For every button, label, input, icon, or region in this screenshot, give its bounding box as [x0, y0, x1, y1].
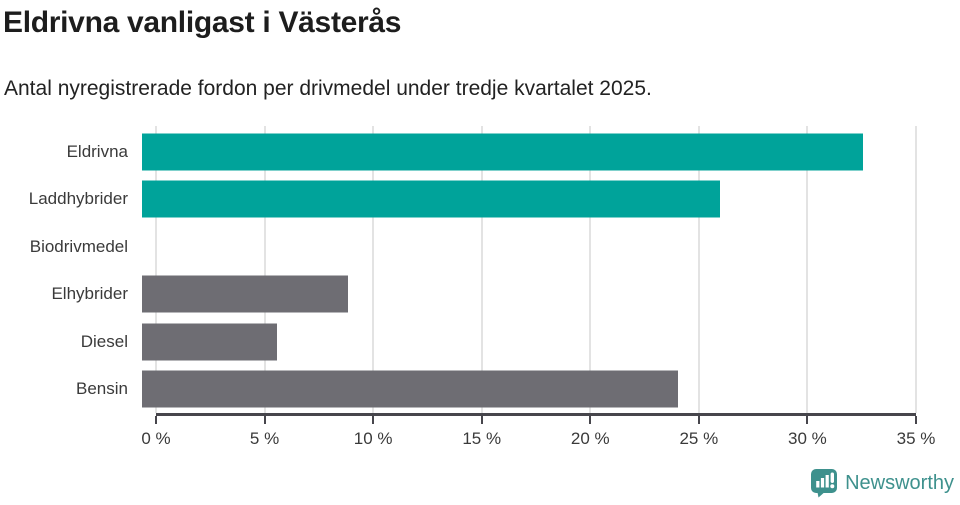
x-tick-mark — [372, 416, 375, 424]
page-title: Eldrivna vanligast i Västerås — [3, 6, 402, 39]
gridline — [155, 126, 157, 413]
bar-bensin — [142, 370, 679, 408]
x-tick-label: 20 % — [570, 429, 610, 448]
chart-row: Elhybrider — [0, 271, 960, 319]
x-tick-mark — [263, 416, 266, 424]
bar-eldrivna — [142, 133, 863, 171]
gridline — [697, 126, 700, 413]
x-tick-label: 0 % — [141, 429, 171, 448]
gridline — [263, 126, 266, 413]
bar-diesel — [142, 323, 277, 361]
chart-subtitle: Antal nyregistrerade fordon per drivmede… — [4, 77, 652, 100]
x-tick-label: 30 % — [788, 429, 827, 448]
bar-elhybrider — [142, 275, 349, 313]
chart-row: Eldrivna — [0, 128, 960, 176]
x-tick-mark — [697, 416, 700, 424]
x-tick-mark — [589, 416, 592, 424]
chart-row: Bensin — [0, 366, 960, 414]
chart-row: Diesel — [0, 318, 960, 366]
gridline — [589, 126, 592, 413]
bar-track — [142, 176, 902, 224]
bar-laddhybrider — [142, 180, 720, 218]
x-axis-line — [156, 413, 916, 416]
x-axis: 0 % 5 % 10 % 15 % 20 % 25 % 30 % 35 % — [141, 413, 935, 458]
gridlines — [155, 126, 917, 413]
x-tick-mark — [480, 416, 483, 424]
category-label: Diesel — [80, 331, 128, 351]
x-tick-mark — [915, 416, 917, 424]
bar-track — [142, 223, 902, 271]
category-label: Biodrivmedel — [29, 236, 128, 256]
bar-chart-speech-bubble-icon — [810, 468, 838, 498]
x-tick-mark — [806, 416, 809, 424]
gridline — [372, 126, 375, 413]
brand-name: Newsworthy — [845, 471, 954, 494]
gridline — [915, 126, 917, 413]
category-label: Bensin — [76, 379, 128, 399]
bar-track — [142, 318, 902, 366]
newsworthy-logo: Newsworthy — [810, 468, 954, 498]
x-tick-label: 5 % — [249, 429, 280, 448]
chart-row: Laddhybrider — [0, 176, 960, 224]
gridline — [480, 126, 483, 413]
category-label: Eldrivna — [66, 141, 128, 161]
bar-track — [142, 128, 902, 176]
bar-chart: Eldrivna Laddhybrider Biodrivmedel Elhybrid… — [0, 126, 960, 458]
x-tick-label: 25 % — [679, 429, 719, 448]
x-tick-mark — [155, 416, 157, 424]
x-tick-label: 15 % — [462, 429, 502, 448]
category-label: Elhybrider — [51, 284, 128, 304]
category-label: Laddhybrider — [28, 189, 128, 209]
x-tick-label: 35 % — [896, 429, 936, 448]
bar-rows: Eldrivna Laddhybrider Biodrivmedel Elhybrid… — [0, 126, 960, 414]
chart-row: Biodrivmedel — [0, 223, 960, 271]
gridline — [806, 126, 809, 413]
bar-track — [142, 271, 902, 319]
bar-track — [142, 366, 902, 414]
x-tick-label: 10 % — [353, 429, 393, 448]
